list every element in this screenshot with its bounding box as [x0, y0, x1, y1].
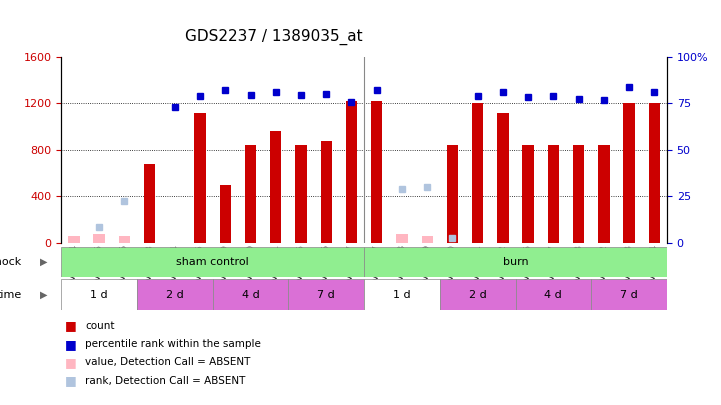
- Bar: [61, 279, 137, 310]
- Bar: [94, 234, 105, 243]
- Bar: [119, 236, 130, 243]
- Text: rank, Detection Call = ABSENT: rank, Detection Call = ABSENT: [85, 376, 245, 386]
- Bar: [195, 113, 205, 243]
- Text: GDS2237 / 1389035_at: GDS2237 / 1389035_at: [185, 28, 363, 45]
- Text: burn: burn: [503, 257, 528, 267]
- Text: ■: ■: [65, 356, 76, 369]
- Text: value, Detection Call = ABSENT: value, Detection Call = ABSENT: [85, 358, 250, 367]
- Bar: [288, 279, 364, 310]
- Bar: [119, 236, 130, 243]
- Bar: [591, 279, 667, 310]
- Bar: [649, 103, 660, 243]
- Text: ■: ■: [65, 374, 76, 387]
- Bar: [397, 234, 407, 243]
- Bar: [296, 145, 306, 243]
- Bar: [548, 145, 559, 243]
- Bar: [270, 131, 281, 243]
- Bar: [321, 141, 332, 243]
- Text: 1 d: 1 d: [393, 290, 411, 300]
- Text: shock: shock: [0, 257, 22, 267]
- Bar: [346, 101, 357, 243]
- Bar: [245, 145, 256, 243]
- Text: ■: ■: [65, 320, 76, 333]
- Text: 7 d: 7 d: [620, 290, 638, 300]
- Bar: [440, 279, 516, 310]
- Text: count: count: [85, 321, 115, 331]
- Text: 1 d: 1 d: [90, 290, 108, 300]
- Bar: [516, 279, 591, 310]
- Text: 7 d: 7 d: [317, 290, 335, 300]
- Bar: [447, 145, 458, 243]
- Bar: [364, 279, 440, 310]
- Text: sham control: sham control: [177, 257, 249, 267]
- Bar: [371, 101, 382, 243]
- Bar: [137, 279, 213, 310]
- Text: ▶: ▶: [40, 257, 47, 267]
- Bar: [573, 145, 584, 243]
- Bar: [220, 185, 231, 243]
- Bar: [213, 279, 288, 310]
- Bar: [94, 234, 105, 243]
- Bar: [624, 103, 634, 243]
- Bar: [472, 103, 483, 243]
- Text: 4 d: 4 d: [544, 290, 562, 300]
- Text: ■: ■: [65, 338, 76, 351]
- Bar: [497, 113, 508, 243]
- Text: 2 d: 2 d: [166, 290, 184, 300]
- Text: ▶: ▶: [40, 290, 47, 300]
- Bar: [598, 145, 609, 243]
- Text: time: time: [0, 290, 22, 300]
- Bar: [364, 247, 667, 277]
- Bar: [422, 236, 433, 243]
- Bar: [68, 236, 79, 243]
- Text: 4 d: 4 d: [242, 290, 260, 300]
- Bar: [523, 145, 534, 243]
- Bar: [144, 164, 155, 243]
- Text: 2 d: 2 d: [469, 290, 487, 300]
- Text: percentile rank within the sample: percentile rank within the sample: [85, 339, 261, 349]
- Bar: [61, 247, 364, 277]
